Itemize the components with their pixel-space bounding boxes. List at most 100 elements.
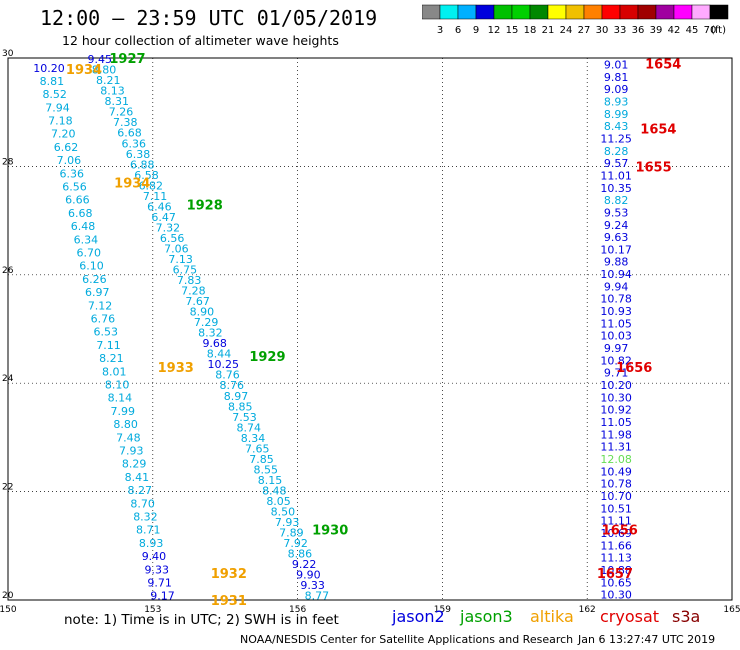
wave-height-value: 6.82 — [139, 179, 164, 192]
wave-height-value: 8.10 — [105, 379, 130, 392]
wave-height-value: 8.76 — [219, 379, 244, 392]
wave-height-value: 8.99 — [604, 108, 629, 121]
wave-height-value: 7.67 — [185, 295, 210, 308]
wave-height-value: 7.65 — [245, 442, 270, 455]
wave-height-value: 7.89 — [279, 527, 304, 540]
x-tick-label: 162 — [579, 605, 596, 615]
scale-label: 21 — [542, 25, 555, 36]
wave-height-value: 9.81 — [604, 71, 629, 84]
wave-height-value: 10.25 — [207, 358, 239, 371]
x-tick-label: 165 — [723, 605, 740, 615]
wave-height-value: 9.01 — [604, 59, 629, 72]
wave-height-value: 10.35 — [600, 182, 632, 195]
pass-time-label: 1656 — [616, 361, 652, 376]
color-scale-legend: 3 6 9 12 15 18 21 24 27 30 33 36 39 42 45 70(ft) — [422, 4, 729, 36]
wave-height-value: 10.65 — [600, 576, 632, 589]
scale-label: 9 — [473, 25, 479, 36]
wave-height-value: 6.76 — [91, 313, 116, 326]
satellite-altika: altika — [530, 607, 574, 626]
wave-height-value: 8.50 — [271, 505, 296, 518]
satellite-s3a: s3a — [672, 607, 701, 626]
pass-time-label: 1654 — [645, 57, 681, 72]
wave-height-value: 6.56 — [62, 181, 87, 194]
wave-height-value: 8.44 — [207, 348, 232, 361]
wave-height-value: 6.56 — [160, 232, 185, 245]
wave-height-value: 7.11 — [143, 190, 168, 203]
wave-height-value: 9.71 — [604, 367, 629, 380]
wave-height-value: 8.32 — [198, 327, 223, 340]
wave-height-value: 11.01 — [600, 169, 632, 182]
satellite-jason3: jason3 — [460, 607, 513, 626]
wave-height-value: 6.66 — [65, 194, 90, 207]
wave-height-value: 7.32 — [156, 221, 181, 234]
wave-height-value: 7.12 — [88, 299, 113, 312]
pass-time-label: 1656 — [602, 524, 638, 539]
pass-time-label: 1928 — [187, 198, 223, 213]
pass-time-label: 1655 — [635, 160, 671, 175]
pass-time-label: 1929 — [249, 350, 285, 365]
wave-height-value: 9.17 — [150, 590, 175, 603]
pass-time-label: 1931 — [211, 594, 247, 609]
wave-height-value: 6.10 — [79, 260, 104, 273]
wave-height-value: 7.28 — [181, 285, 206, 298]
wave-height-value: 10.30 — [600, 391, 632, 404]
wave-height-value: 9.63 — [604, 231, 629, 244]
scale-label: 12 — [488, 25, 501, 36]
wave-height-value: 9.33 — [300, 579, 325, 592]
wave-height-value: 7.11 — [96, 339, 121, 352]
wave-height-value: 6.46 — [147, 200, 172, 213]
satellite-jason2: jason2 — [392, 607, 445, 626]
wave-height-value: 8.15 — [258, 474, 283, 487]
wave-height-value: 9.94 — [604, 280, 629, 293]
wave-height-value: 11.31 — [600, 441, 632, 454]
wave-height-value: 7.18 — [48, 115, 73, 128]
wave-height-value: 7.92 — [283, 537, 308, 550]
scale-label: 24 — [560, 25, 573, 36]
wave-height-value: 10.78 — [600, 293, 632, 306]
x-tick-label: 159 — [434, 605, 451, 615]
wave-height-value: 8.05 — [266, 495, 291, 508]
wave-height-value: 7.26 — [109, 106, 134, 119]
wave-height-value: 11.66 — [600, 539, 632, 552]
wave-height-value: 10.20 — [600, 379, 632, 392]
wave-height-value: 6.88 — [130, 158, 155, 171]
x-tick-label: 153 — [144, 605, 161, 615]
wave-height-value: 8.14 — [108, 392, 133, 405]
scale-swatch — [709, 4, 729, 20]
wave-height-value: 7.38 — [113, 116, 138, 129]
wave-height-value: 7.06 — [57, 154, 82, 167]
footer-note: note: 1) Time is in UTC; 2) SWH is in fe… — [64, 612, 339, 628]
credit-line: NOAA/NESDIS Center for Satellite Applica… — [240, 633, 574, 646]
wave-height-value: 8.27 — [128, 484, 153, 497]
scale-label: 15 — [506, 25, 519, 36]
wave-height-value: 7.99 — [111, 405, 136, 418]
wave-height-value: 6.68 — [117, 127, 142, 140]
wave-height-value: 11.05 — [600, 416, 632, 429]
wave-height-value: 9.97 — [604, 342, 629, 355]
x-tick-label: 156 — [289, 605, 306, 615]
wave-height-value: 6.53 — [93, 326, 118, 339]
wave-height-value: 10.94 — [600, 268, 632, 281]
pass-time-label: 1927 — [109, 52, 145, 67]
wave-height-value: 9.33 — [145, 563, 170, 576]
wave-height-value: 8.34 — [241, 432, 266, 445]
wave-height-value: 10.49 — [600, 465, 632, 478]
pass-time-label: 1930 — [312, 524, 348, 539]
wave-height-value: 10.51 — [600, 502, 632, 515]
wave-height-value: 10.69 — [600, 527, 632, 540]
wave-height-value: 9.57 — [604, 157, 629, 170]
wave-height-value: 8.70 — [130, 497, 155, 510]
wave-height-value: 7.93 — [119, 444, 144, 457]
wave-height-value: 10.20 — [33, 62, 65, 75]
scale-label: 39 — [650, 25, 663, 36]
x-tick-label: 150 — [0, 605, 17, 615]
wave-height-value: 9.53 — [604, 206, 629, 219]
wave-height-value: 9.22 — [292, 558, 317, 571]
wave-height-value: 6.36 — [59, 167, 84, 180]
wave-height-value: 9.24 — [604, 219, 629, 232]
wave-height-value: 8.52 — [42, 88, 67, 101]
wave-height-value: 10.03 — [600, 330, 632, 343]
wave-height-value: 7.48 — [116, 431, 141, 444]
wave-height-value: 9.45 — [87, 53, 112, 66]
wave-height-value: 8.90 — [190, 306, 215, 319]
